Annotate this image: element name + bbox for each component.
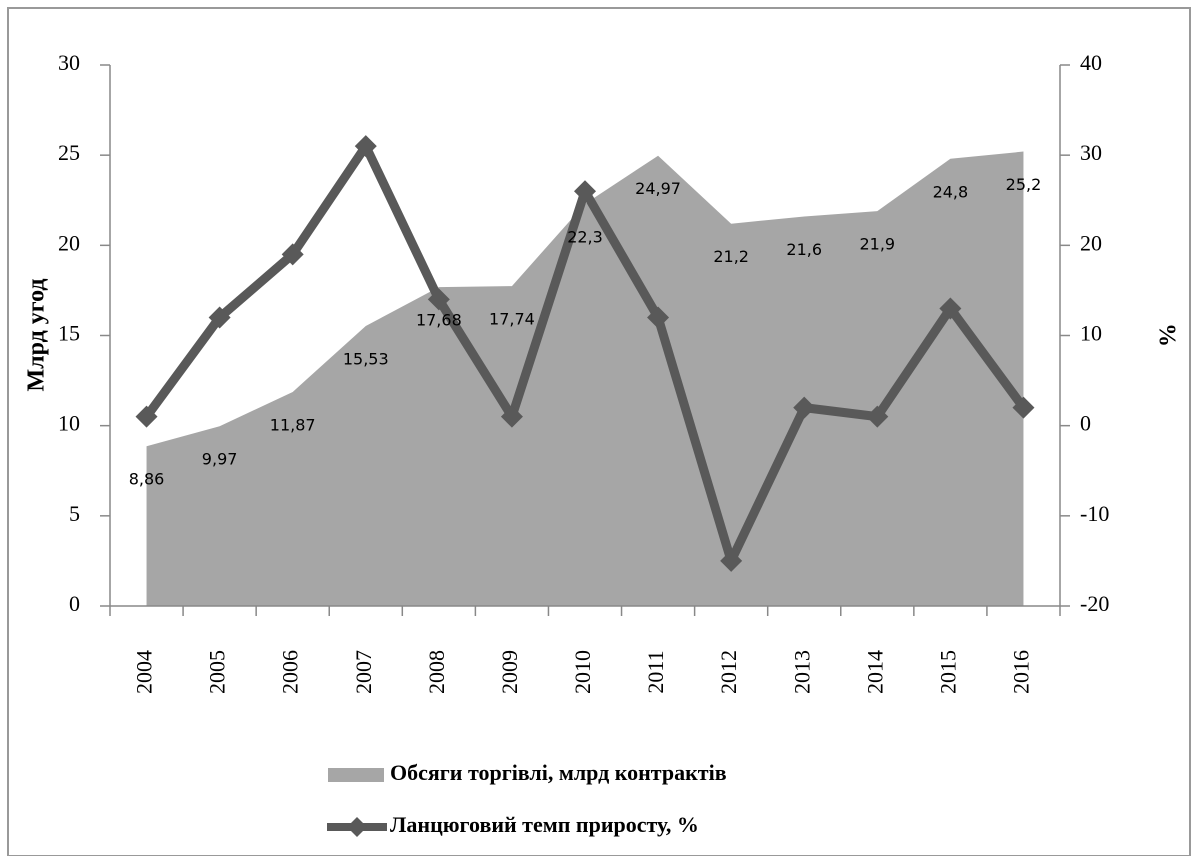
marker <box>1012 396 1035 419</box>
data-label: 24,97 <box>635 179 681 198</box>
data-label: 22,3 <box>567 227 603 246</box>
marker <box>281 243 304 266</box>
marker <box>866 405 889 428</box>
y-tick-label: 25 <box>58 140 80 165</box>
y2-axis-label: % <box>1153 323 1179 347</box>
y-tick-label: 10 <box>58 411 80 436</box>
data-label: 11,87 <box>270 415 316 434</box>
x-tick-label: 2011 <box>643 650 668 693</box>
data-label: 25,2 <box>1006 175 1042 194</box>
data-label: 17,74 <box>489 310 535 329</box>
y2-tick-label: 30 <box>1080 140 1102 165</box>
legend-label: Ланцюговий темп приросту, % <box>390 812 699 837</box>
legend-marker <box>347 817 367 837</box>
marker <box>574 180 596 203</box>
x-tick-label: 2010 <box>570 650 595 694</box>
x-tick-label: 2006 <box>278 650 303 694</box>
y-tick-label: 20 <box>58 230 80 255</box>
marker <box>647 306 670 329</box>
y-tick-label: 0 <box>69 591 80 616</box>
data-label: 17,68 <box>416 311 462 330</box>
data-label: 21,9 <box>859 235 895 254</box>
data-label: 8,86 <box>129 470 165 489</box>
y2-tick-label: 0 <box>1080 411 1091 436</box>
marker <box>793 396 816 419</box>
y2-tick-label: 20 <box>1080 230 1102 255</box>
data-label: 21,2 <box>713 247 749 266</box>
marker <box>354 135 377 158</box>
x-tick-label: 2009 <box>497 650 522 694</box>
x-tick-label: 2013 <box>789 650 814 694</box>
x-tick-label: 2015 <box>935 650 960 694</box>
y-tick-label: 15 <box>58 321 80 346</box>
y2-tick-label: -10 <box>1080 501 1109 526</box>
x-tick-label: 2012 <box>716 650 741 694</box>
y2-tick-label: 10 <box>1080 321 1102 346</box>
y-tick-label: 5 <box>69 501 80 526</box>
y2-tick-label: 40 <box>1080 50 1102 75</box>
marker <box>500 405 523 428</box>
marker <box>720 549 743 572</box>
legend-label: Обсяги торгівлі, млрд контрактів <box>390 760 727 785</box>
data-label: 24,8 <box>933 182 969 201</box>
marker <box>427 288 450 311</box>
data-label: 9,97 <box>202 450 238 469</box>
y-axis-label: Млрд угод <box>24 278 50 391</box>
x-tick-label: 2008 <box>424 650 449 694</box>
x-tick-label: 2014 <box>862 650 887 694</box>
y2-tick-label: -20 <box>1080 591 1109 616</box>
marker <box>135 405 158 428</box>
x-tick-label: 2005 <box>205 650 230 694</box>
legend-swatch <box>328 768 384 782</box>
marker <box>939 297 962 320</box>
x-tick-label: 2004 <box>132 650 157 694</box>
data-label: 21,6 <box>786 240 822 259</box>
area <box>146 151 1024 606</box>
y-tick-label: 30 <box>58 50 80 75</box>
data-label: 15,53 <box>343 349 389 368</box>
x-tick-label: 2007 <box>351 650 376 694</box>
marker <box>208 306 231 329</box>
x-tick-label: 2016 <box>1009 650 1034 694</box>
